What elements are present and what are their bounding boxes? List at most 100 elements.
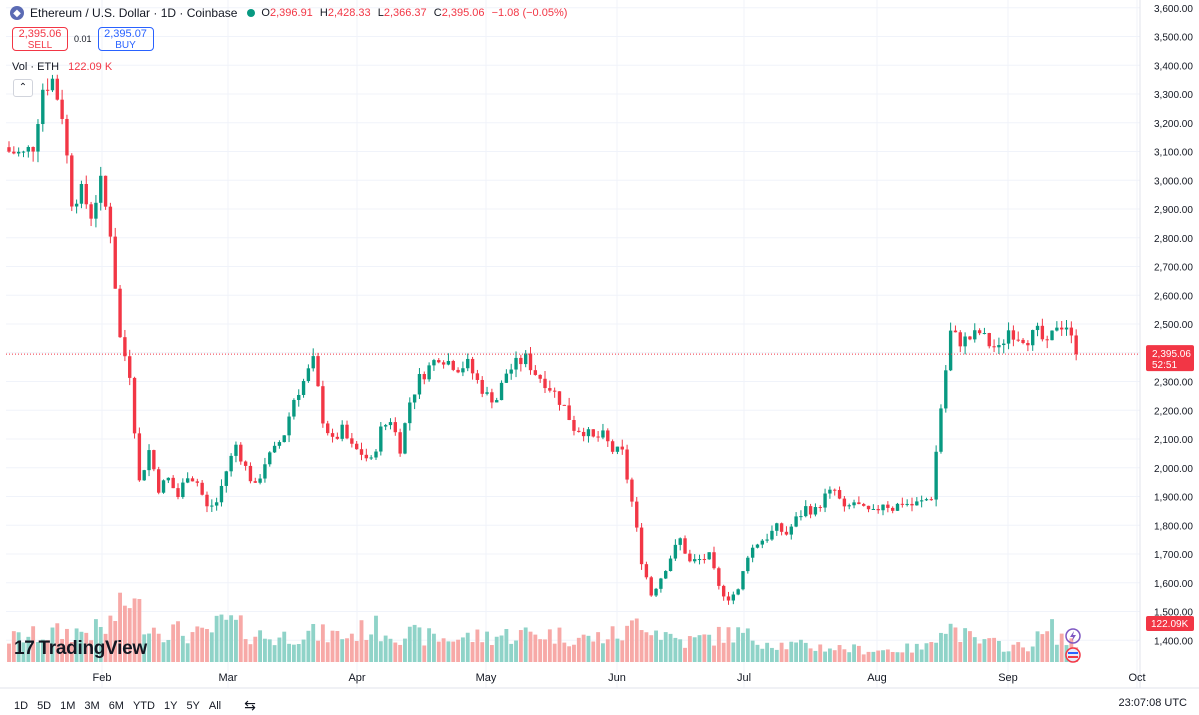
candle-body — [118, 288, 122, 338]
candle-body — [876, 508, 880, 511]
volume-bar — [277, 637, 282, 662]
volume-bar — [726, 627, 731, 662]
volume-bar — [161, 642, 166, 662]
volume-bar — [480, 642, 485, 662]
calendar-event-icon[interactable] — [1065, 647, 1081, 663]
range-5d-button[interactable]: 5D — [37, 699, 52, 712]
candle-body — [495, 400, 499, 403]
candle-body — [1002, 343, 1006, 346]
volume-bar — [291, 644, 296, 662]
range-3m-button[interactable]: 3M — [84, 699, 100, 712]
candle-body — [456, 369, 460, 373]
x-tick-label: Sep — [998, 672, 1018, 684]
volume-bar — [876, 650, 881, 662]
range-1y-button[interactable]: 1Y — [163, 699, 178, 712]
range-1d-button[interactable]: 1D — [14, 699, 29, 712]
volume-bar — [919, 649, 924, 662]
range-ytd-button[interactable]: YTD — [132, 699, 155, 712]
candle-body — [383, 425, 388, 427]
volume-bar — [118, 592, 122, 662]
indicator-icons[interactable] — [1062, 627, 1092, 672]
volume-bar — [871, 651, 876, 662]
candle-body — [41, 89, 45, 125]
candle-body — [441, 362, 446, 365]
sell-button[interactable]: 2,395.06 SELL — [12, 27, 68, 51]
volume-bar — [509, 643, 514, 662]
candle-body — [606, 430, 610, 442]
volume-legend[interactable]: Vol · ETH 122.09 K — [12, 61, 112, 73]
x-tick-label: Mar — [219, 672, 238, 684]
tradingview-logo[interactable]: 17 TradingView — [14, 638, 147, 660]
volume-bar — [446, 641, 451, 662]
volume-bar — [707, 634, 712, 662]
chart-grid — [6, 0, 1140, 688]
volume-bar — [465, 632, 470, 662]
volume-bar — [900, 652, 905, 662]
volume-bar — [750, 640, 755, 662]
volume-bar — [1054, 644, 1059, 662]
volume-bar — [1035, 631, 1040, 662]
market-status-icon[interactable] — [247, 9, 256, 17]
candle-body — [697, 559, 702, 561]
volume-bar — [890, 652, 895, 662]
lightning-icon[interactable] — [1065, 628, 1081, 644]
candle-body — [591, 429, 595, 437]
candle-body — [586, 429, 591, 437]
ethereum-icon: ◆ — [10, 6, 24, 20]
candle-body — [128, 356, 132, 378]
candle-body — [195, 481, 200, 483]
volume-bar — [596, 632, 601, 662]
volume-bar — [885, 649, 890, 662]
candle-body — [263, 464, 267, 479]
candle-body — [958, 332, 962, 347]
volume-bar — [914, 643, 919, 662]
candle-body — [272, 445, 277, 453]
volume-bar — [36, 642, 40, 662]
candle-body — [374, 451, 378, 458]
volume-bar — [345, 638, 349, 662]
candle-body — [741, 571, 745, 590]
x-tick-label: Feb — [93, 672, 112, 684]
candle-body — [557, 391, 562, 405]
candle-body — [229, 455, 233, 472]
candle-body — [683, 538, 687, 554]
range-1m-button[interactable]: 1M — [60, 699, 76, 712]
candle-body — [316, 356, 320, 387]
volume-bar — [823, 651, 828, 662]
candle-body — [490, 392, 494, 403]
volume-bar — [518, 630, 523, 662]
candle-body — [919, 500, 924, 502]
y-tick-label: 2,000.00 — [1154, 464, 1193, 475]
volume-bar — [93, 619, 98, 662]
range-5y-button[interactable]: 5Y — [186, 699, 200, 712]
x-tick-label: Apr — [348, 672, 365, 684]
candle-body — [1040, 325, 1045, 340]
candle-body — [388, 422, 393, 426]
candle-body — [644, 564, 649, 578]
candle-body — [248, 465, 253, 482]
volume-legend-value: 122.09 K — [68, 61, 113, 73]
candle-body — [398, 432, 402, 454]
utc-clock[interactable]: 23:07:08 UTC — [1118, 697, 1187, 709]
volume-bar — [320, 624, 325, 662]
candle-body — [572, 420, 576, 431]
candle-body — [200, 482, 204, 495]
price-axis[interactable]: 1,400.00 1,500.00 1,600.00 1,700.00 1,800.00… — [1139, 0, 1194, 688]
buy-button[interactable]: 2,395.07 BUY — [97, 27, 154, 51]
candle-body — [65, 118, 69, 156]
range-6m-button[interactable]: 6M — [108, 699, 124, 712]
range-all-button[interactable]: All — [208, 699, 222, 712]
symbol-title[interactable]: Ethereum / U.S. Dollar · 1D · Coinbase — [30, 6, 238, 20]
volume-bar — [543, 639, 547, 662]
y-tick-label: 2,200.00 — [1154, 406, 1193, 417]
candle-body — [422, 373, 426, 380]
date-range-icon[interactable]: ⇆ — [244, 697, 256, 713]
collapse-legend-button[interactable]: ⌃ — [13, 79, 33, 97]
volume-bar — [340, 639, 345, 662]
candle-body — [794, 516, 798, 527]
volume-bar — [504, 628, 509, 662]
time-axis[interactable]: Feb Mar Apr May Jun Jul Aug Sep Oct — [0, 672, 1199, 689]
symbol-legend[interactable]: ◆ Ethereum / U.S. Dollar · 1D · Coinbase… — [10, 6, 571, 20]
volume-bar — [586, 635, 591, 662]
